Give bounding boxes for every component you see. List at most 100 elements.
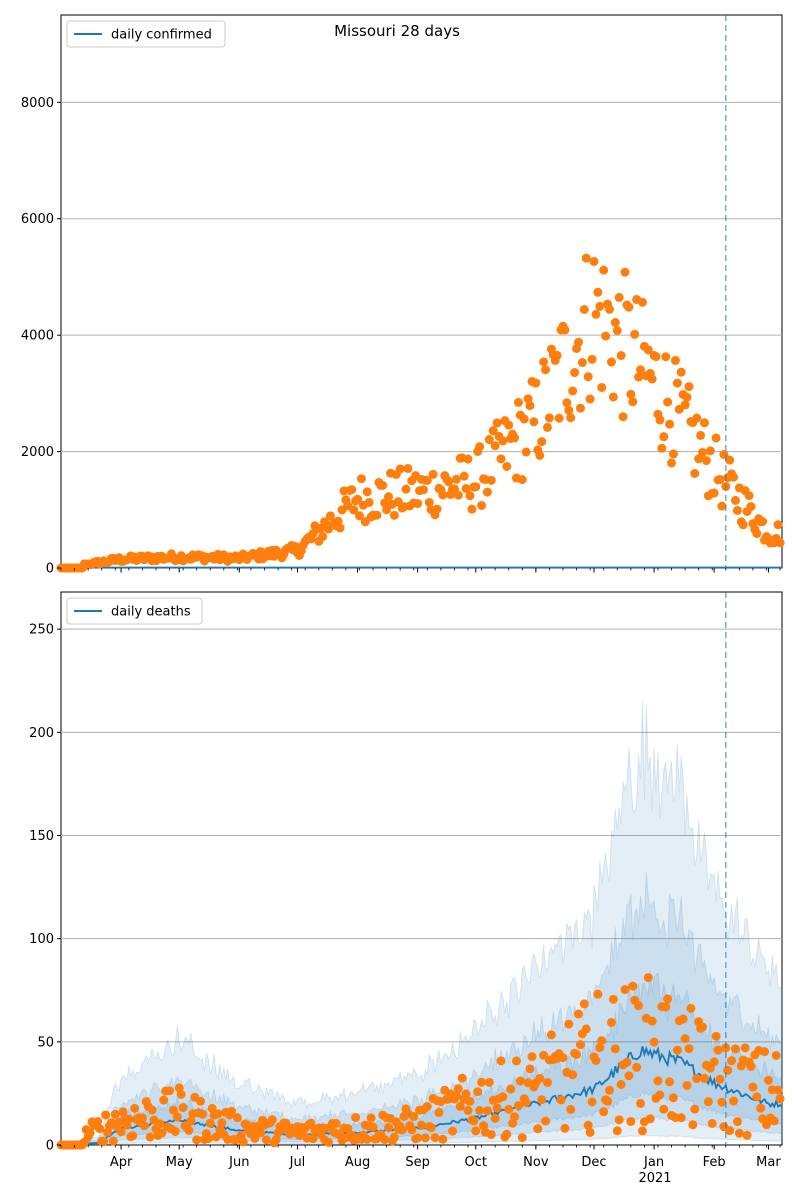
deaths-point <box>256 1128 266 1138</box>
deaths-point <box>678 1014 688 1024</box>
confirmed-point <box>725 455 735 465</box>
x-tick-label: Jun <box>228 1155 249 1170</box>
confirmed-point <box>605 304 615 314</box>
confirmed-point <box>732 505 742 515</box>
deaths-point <box>597 1036 607 1046</box>
deaths-point <box>649 1037 659 1047</box>
x-tick-label: May <box>166 1155 193 1170</box>
deaths-point <box>420 1133 430 1143</box>
deaths-point <box>591 1056 601 1066</box>
deaths-point <box>628 981 638 991</box>
confirmed-point <box>513 397 523 407</box>
deaths-point <box>477 1077 487 1087</box>
deaths-point <box>542 1077 552 1087</box>
deaths-point <box>608 994 618 1004</box>
confirmed-point <box>463 454 473 464</box>
deaths-point <box>407 1125 417 1135</box>
deaths-point <box>653 1076 663 1086</box>
deaths-point <box>612 1126 622 1136</box>
confirmed-point <box>349 505 359 515</box>
deaths-point <box>535 1073 545 1083</box>
deaths-point <box>622 1057 632 1067</box>
deaths-point <box>502 1129 512 1139</box>
confirmed-legend-box <box>66 20 226 48</box>
confirmed-point <box>335 523 345 533</box>
confirmed-point <box>552 350 562 360</box>
confirmed-point <box>606 357 616 367</box>
deaths-point <box>471 1126 481 1136</box>
deaths-point <box>717 1097 727 1107</box>
confirmed-point <box>614 292 624 302</box>
confirmed-point <box>471 482 481 492</box>
confirmed-point <box>680 400 690 410</box>
confirmed-point <box>541 365 551 375</box>
deaths-legend: daily deaths <box>66 597 203 625</box>
confirmed-point <box>364 497 374 507</box>
deaths-point <box>568 1070 578 1080</box>
deaths-point <box>492 1103 502 1113</box>
confirmed-point <box>587 354 597 364</box>
confirmed-point <box>599 265 609 275</box>
confirmed-point <box>589 256 599 266</box>
deaths-point <box>692 1074 702 1084</box>
deaths-point <box>537 1095 547 1105</box>
deaths-point <box>632 1062 642 1072</box>
confirmed-point <box>562 398 572 408</box>
deaths-point <box>682 1080 692 1090</box>
confirmed-point <box>453 490 463 500</box>
deaths-point <box>211 1132 221 1142</box>
deaths-point <box>362 1134 372 1144</box>
deaths-point <box>203 1134 213 1144</box>
deaths-point <box>139 1121 149 1131</box>
deaths-point <box>517 1133 527 1143</box>
deaths-point <box>668 1093 678 1103</box>
confirmed-point <box>353 494 363 504</box>
deaths-point <box>606 1017 616 1027</box>
deaths-point <box>763 1075 773 1085</box>
confirmed-point <box>354 511 364 521</box>
deaths-point <box>482 1106 492 1116</box>
confirmed-point <box>630 329 640 339</box>
deaths-point <box>145 1132 155 1142</box>
confirmed-point <box>401 484 411 494</box>
deaths-uncertainty-bands <box>60 700 783 1146</box>
confirmed-point <box>523 394 533 404</box>
deaths-point <box>116 1127 126 1137</box>
deaths-point <box>771 1050 781 1060</box>
deaths-point <box>572 1049 582 1059</box>
deaths-point <box>172 1112 182 1122</box>
deaths-point <box>448 1126 458 1136</box>
deaths-point <box>676 1113 686 1123</box>
confirmed-point <box>484 435 494 445</box>
confirmed-point <box>690 468 700 478</box>
confirmed-point <box>531 378 541 388</box>
confirmed-point <box>564 405 574 415</box>
deaths-point <box>510 1112 520 1122</box>
confirmed-point <box>554 413 564 423</box>
deaths-point <box>130 1103 140 1113</box>
confirmed-plot-frame <box>60 14 783 569</box>
confirmed-point <box>568 386 578 396</box>
deaths-point <box>417 1120 426 1130</box>
deaths-point <box>475 1106 485 1116</box>
deaths-point <box>498 1092 508 1102</box>
confirmed-point <box>701 456 711 466</box>
confirmed-point <box>318 531 328 541</box>
confirmed-point <box>775 538 785 548</box>
deaths-point <box>473 1087 483 1097</box>
deaths-point <box>85 1128 95 1138</box>
deaths-point <box>740 1043 750 1053</box>
deaths-band-2 <box>60 871 783 1146</box>
confirmed-point <box>475 442 485 452</box>
confirmed-point <box>490 441 500 451</box>
deaths-point <box>380 1134 390 1144</box>
deaths-point <box>573 1009 583 1019</box>
confirmed-point <box>597 382 607 392</box>
deaths-point <box>643 973 653 983</box>
deaths-point <box>217 1118 227 1128</box>
confirmed-point <box>570 368 580 378</box>
deaths-point <box>308 1134 318 1144</box>
confirmed-point <box>372 510 382 520</box>
deaths-point <box>698 1022 708 1032</box>
deaths-point <box>556 1095 566 1105</box>
